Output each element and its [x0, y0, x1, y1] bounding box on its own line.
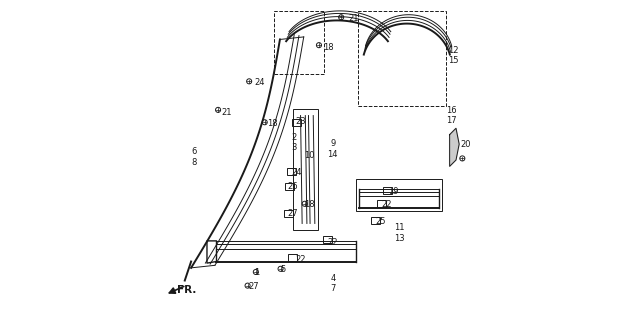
Text: 23: 23 — [296, 117, 307, 126]
Text: 27: 27 — [248, 282, 259, 292]
Text: 20: 20 — [460, 140, 471, 148]
Text: 18: 18 — [267, 119, 278, 128]
Text: 6
8: 6 8 — [191, 147, 197, 166]
Polygon shape — [450, 128, 459, 166]
Text: 11
13: 11 13 — [394, 223, 404, 243]
Text: 21: 21 — [221, 108, 232, 117]
Text: 18: 18 — [304, 200, 314, 209]
Text: 22: 22 — [382, 200, 392, 209]
Text: FR.: FR. — [177, 285, 197, 295]
Text: 18: 18 — [322, 43, 333, 52]
Text: 2
3: 2 3 — [291, 133, 296, 152]
Text: 5: 5 — [280, 265, 285, 274]
Text: 21: 21 — [348, 14, 359, 23]
Text: 4
7: 4 7 — [331, 274, 336, 293]
Text: 24: 24 — [254, 78, 265, 87]
Text: 9
14: 9 14 — [328, 139, 338, 159]
Text: 12
15: 12 15 — [448, 46, 459, 65]
Text: 25: 25 — [375, 217, 385, 226]
Text: 22: 22 — [328, 238, 338, 247]
Text: 19: 19 — [388, 187, 398, 196]
Text: 26: 26 — [288, 182, 298, 191]
Text: 16
17: 16 17 — [446, 106, 457, 125]
Text: 22: 22 — [296, 255, 307, 264]
Text: 24: 24 — [291, 168, 301, 177]
Text: 27: 27 — [288, 209, 298, 219]
Text: 10: 10 — [304, 151, 314, 160]
Text: 1: 1 — [254, 268, 259, 277]
